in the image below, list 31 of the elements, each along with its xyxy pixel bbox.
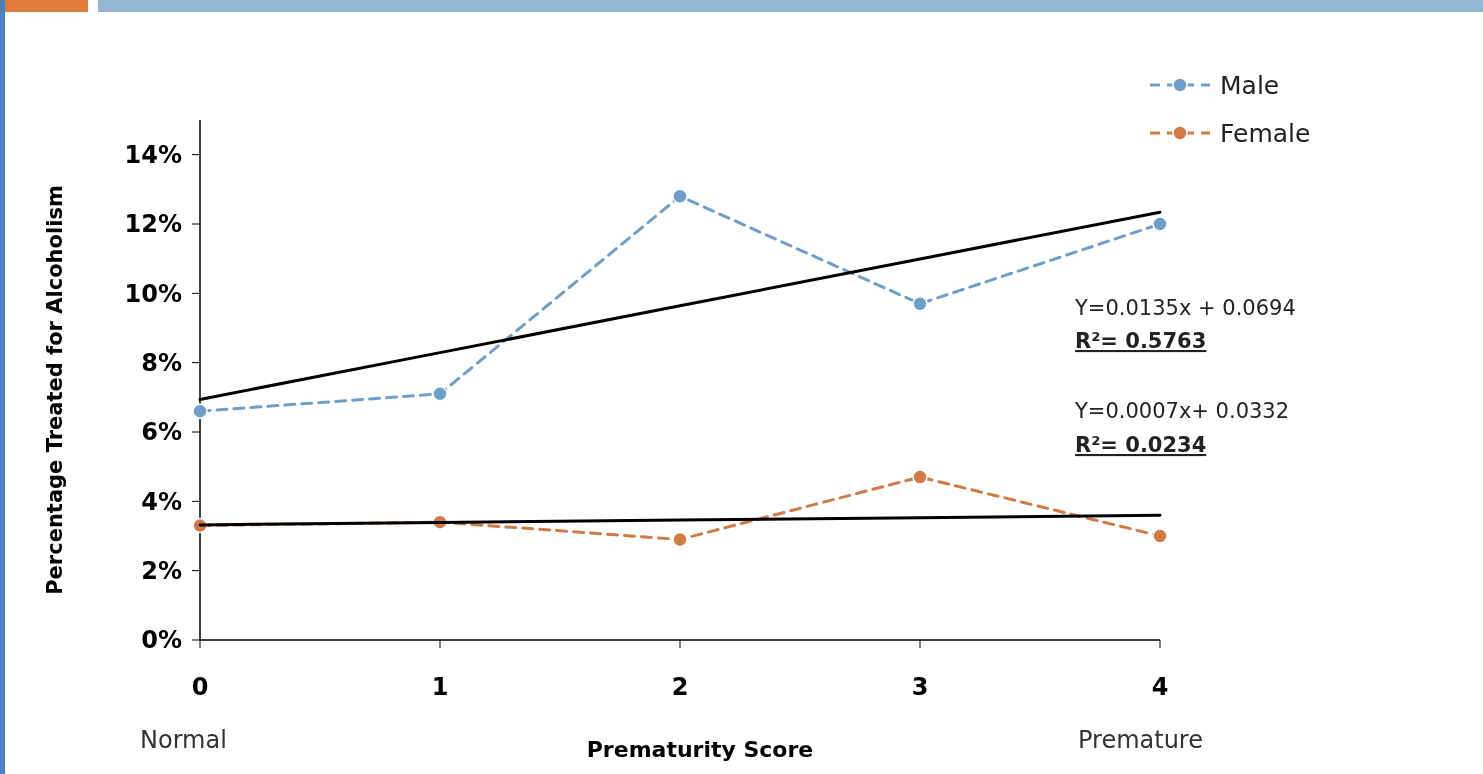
y-tick-label: 10% — [124, 279, 182, 308]
legend-label: Male — [1220, 70, 1280, 100]
legend-label: Female — [1220, 118, 1311, 148]
y-tick-label: 12% — [124, 210, 182, 239]
y-tick-label: 8% — [141, 349, 182, 378]
point — [912, 469, 928, 485]
point — [1152, 216, 1168, 232]
y-tick-label: 0% — [141, 626, 182, 655]
x-axis-title: Prematurity Score — [586, 737, 814, 762]
point — [672, 188, 688, 205]
x-tick-label: 1 — [431, 673, 449, 701]
y-axis-title: Percentage Treated for Alcoholism — [43, 185, 67, 595]
annotation: Y=0.0007x+ 0.0332 — [1074, 399, 1290, 423]
point — [672, 531, 688, 548]
point — [912, 295, 928, 312]
point — [432, 386, 448, 402]
text: Premature — [1078, 726, 1203, 754]
text: Normal — [140, 726, 227, 754]
x-tick-label: 4 — [1151, 673, 1169, 701]
annotation: R²= 0.5763 — [1075, 329, 1207, 353]
x-tick-label: 3 — [911, 673, 929, 701]
annotation: Y=0.0135x + 0.0694 — [1074, 296, 1296, 320]
point — [192, 403, 208, 419]
y-tick-label: 14% — [124, 141, 182, 170]
y-tick-label: 4% — [141, 487, 182, 516]
point — [1152, 528, 1168, 544]
x-tick-label: 2 — [671, 673, 689, 701]
x-tick-label: 0 — [191, 673, 209, 701]
y-tick-label: 6% — [141, 418, 182, 447]
annotation: R²= 0.0234 — [1075, 433, 1207, 457]
y-tick-label: 2% — [141, 557, 182, 586]
